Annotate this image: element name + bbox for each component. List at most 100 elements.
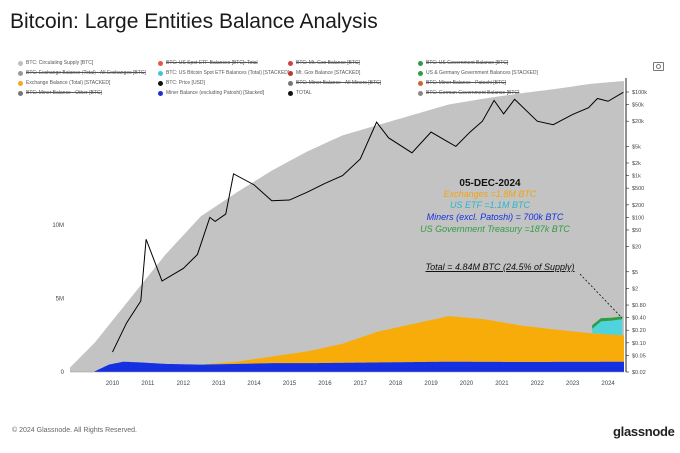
x-tick-label: 2021 [495,381,509,387]
legend-swatch [158,90,163,96]
x-tick-label: 2019 [424,381,438,387]
legend-swatch [18,90,23,96]
legend-item[interactable]: BTC: Miner Balance - All Miners [BTC] [288,80,381,86]
legend-item[interactable]: BTC: Mt. Gox Balance [BTC] [288,60,360,66]
right-tick-label: $0.40 [632,316,646,322]
legend-label: BTC: Price [USD] [166,80,205,86]
legend-swatch [288,80,293,86]
legend-label: US & Germany Government Balances [STACKE… [426,70,538,76]
legend-swatch [18,80,23,86]
right-tick-label: $100k [632,90,647,96]
x-tick-label: 2017 [354,381,368,387]
legend-swatch [158,70,163,76]
right-tick-label: $200 [632,203,644,209]
right-tick-label: $5 [632,270,638,276]
legend-item[interactable]: Mt. Gox Balance [STACKED] [288,70,360,76]
chart-title: Bitcoin: Large Entities Balance Analysis [10,10,378,33]
x-tick-label: 2015 [283,381,297,387]
x-tick-label: 2016 [318,381,332,387]
legend-swatch [418,60,423,66]
legend-label: BTC: Miner Balance - Patoshi [BTC] [426,80,507,86]
annotation-etf: US ETF =1.1M BTC [449,200,531,210]
copyright: © 2024 Glassnode. All Rights Reserved. [12,427,138,434]
right-tick-label: $100 [632,215,644,221]
right-tick-label: $0.20 [632,328,646,334]
x-tick-label: 2023 [566,381,580,387]
legend-item[interactable]: BTC: Exchange Balance (Total) - All Exch… [18,70,146,76]
legend-item[interactable]: BTC: US Spot ETF Balances [BTC]: Total [158,60,258,66]
legend-item[interactable]: BTC: US Government Balance [BTC] [418,60,508,66]
price-line [112,91,624,353]
legend-item[interactable]: BTC: German Government Balance [BTC] [418,90,519,96]
legend-swatch [418,80,423,86]
legend-label: BTC: US Spot ETF Balances [BTC]: Total [166,60,258,66]
annotation-miners: Miners (excl. Patoshi) = 700k BTC [426,212,564,222]
legend-item[interactable]: BTC: Price [USD] [158,80,205,86]
right-tick-label: $0.80 [632,303,646,309]
x-tick-label: 2020 [460,381,474,387]
legend-swatch [418,70,423,76]
left-tick-label: 0 [61,370,65,376]
right-tick-label: $0.05 [632,353,646,359]
annotation-date: 05-DEC-2024 [459,178,521,189]
right-tick-label: $1k [632,174,641,180]
chart-areas [70,81,625,372]
supply-area [70,81,624,372]
legend-item[interactable]: Miner Balance (excluding Patoshi) [Stack… [158,90,264,96]
legend-item[interactable]: BTC: US Bitcoin Spot ETF Balances (Total… [158,70,289,76]
annotation-gov: US Government Treasury =187k BTC [420,224,570,234]
etf-area [592,319,623,336]
x-tick-label: 2012 [177,381,191,387]
glassnode-logo: glassnode [613,424,675,439]
legend-label: BTC: Circulating Supply [BTC] [26,60,94,66]
legend-swatch [288,90,293,96]
legend-label: TOTAL [296,90,312,96]
x-tick-label: 2022 [531,381,545,387]
right-tick-label: $20k [632,119,644,125]
annotation-total: Total = 4.84M BTC (24.5% of Supply) [425,262,575,272]
legend-swatch [158,60,163,66]
legend-label: BTC: German Government Balance [BTC] [426,90,520,96]
legend-swatch [418,90,423,96]
exchange-area [200,316,624,365]
left-tick-label: 10M [52,223,64,229]
legend-label: BTC: US Government Balance [BTC] [426,60,509,66]
legend-label: Mt. Gox Balance [STACKED] [296,70,361,76]
right-tick-label: $2 [632,286,638,292]
legend-swatch [288,60,293,66]
legend-label: BTC: Mt. Gox Balance [BTC] [296,60,360,66]
right-tick-label: $5k [632,144,641,150]
x-tick-label: 2013 [212,381,226,387]
annotation-exchanges: Exchanges =1.8M BTC [443,189,537,199]
price-series [112,91,624,353]
right-tick-label: $0.10 [632,341,646,347]
legend-item[interactable]: BTC: Circulating Supply [BTC] [18,60,93,66]
chart-axes: 2010 2011 2012 2013 2014 2015 2016 2017 2018 2019… [52,78,647,387]
right-tick-label: $50 [632,228,641,234]
legend-label: BTC: US Bitcoin Spot ETF Balances (Total… [166,70,290,76]
legend-swatch [288,70,293,76]
miners-area [94,361,625,372]
legend-label: Miner Balance (excluding Patoshi) [Stack… [166,90,265,96]
x-tick-label: 2024 [601,381,615,387]
legend-label: BTC: Miner Balance - All Miners [BTC] [296,80,382,86]
right-tick-label: $20 [632,245,641,251]
legend-swatch [18,60,23,66]
camera-icon[interactable] [653,62,664,71]
legend-item[interactable]: BTC: Miner Balance - Other [BTC] [18,90,102,96]
x-tick-label: 2014 [247,381,261,387]
right-tick-label: $500 [632,186,644,192]
legend-label: BTC: Miner Balance - Other [BTC] [26,90,102,96]
x-tick-label: 2011 [141,381,155,387]
legend-item[interactable]: US & Germany Government Balances [STACKE… [418,70,538,76]
left-tick-label: 5M [56,297,64,303]
legend-label: BTC: Exchange Balance (Total) - All Exch… [26,70,146,76]
legend-swatch [158,80,163,86]
legend-swatch [18,70,23,76]
legend-item[interactable]: Exchange Balance (Total) [STACKED] [18,80,110,86]
legend-item[interactable]: TOTAL [288,90,312,96]
legend-item[interactable]: BTC: Miner Balance - Patoshi [BTC] [418,80,506,86]
x-tick-label: 2010 [106,381,120,387]
right-tick-label: $50k [632,103,644,109]
